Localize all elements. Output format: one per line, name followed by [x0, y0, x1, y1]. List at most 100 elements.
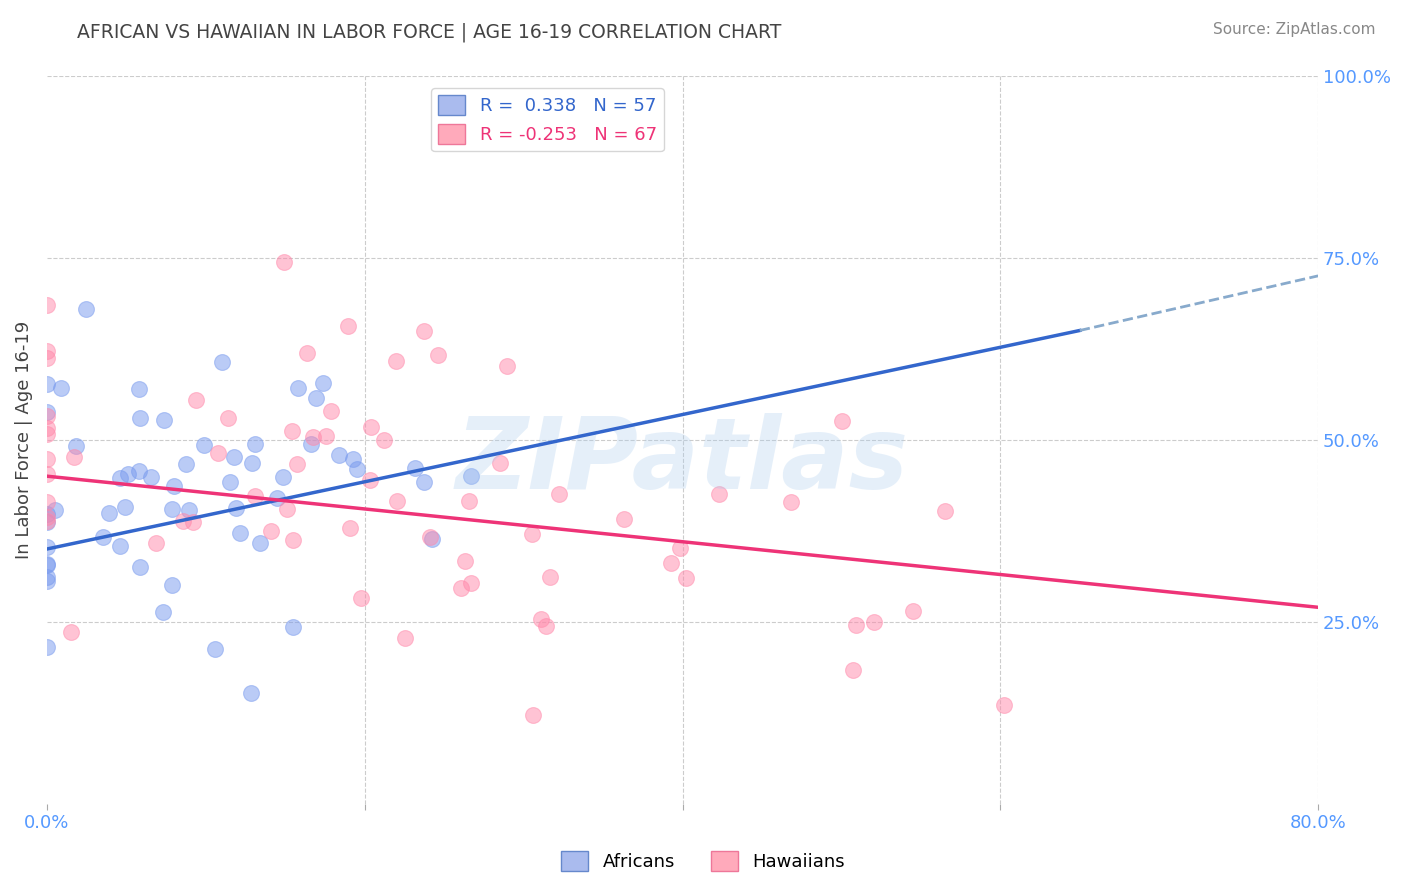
Point — [845, 617, 868, 632]
Point — [842, 663, 865, 677]
Point — [65, 439, 87, 453]
Point — [35, 298, 58, 312]
Point — [427, 348, 450, 362]
Point — [35, 515, 58, 529]
Point — [454, 554, 477, 568]
Point — [162, 502, 184, 516]
Point — [91, 530, 114, 544]
Point — [219, 475, 242, 489]
Point — [75, 302, 97, 317]
Point — [35, 514, 58, 528]
Point — [243, 436, 266, 450]
Point — [217, 410, 239, 425]
Point — [35, 344, 58, 359]
Point — [450, 581, 472, 595]
Point — [373, 433, 395, 447]
Point — [359, 473, 381, 487]
Point — [229, 526, 252, 541]
Point — [328, 448, 350, 462]
Point — [780, 494, 803, 508]
Point — [249, 535, 271, 549]
Point — [336, 319, 359, 334]
Point — [385, 494, 408, 508]
Point — [346, 462, 368, 476]
Point — [35, 351, 58, 365]
Point — [319, 404, 342, 418]
Point — [35, 640, 58, 654]
Point — [530, 612, 553, 626]
Point — [993, 698, 1015, 713]
Point — [128, 464, 150, 478]
Point — [108, 539, 131, 553]
Point — [225, 500, 247, 515]
Point — [35, 421, 58, 435]
Point — [153, 413, 176, 427]
Point — [243, 489, 266, 503]
Point — [862, 615, 884, 629]
Point — [302, 430, 325, 444]
Point — [458, 493, 481, 508]
Point — [152, 606, 174, 620]
Point — [145, 536, 167, 550]
Point — [239, 686, 262, 700]
Text: AFRICAN VS HAWAIIAN IN LABOR FORCE | AGE 16-19 CORRELATION CHART: AFRICAN VS HAWAIIAN IN LABOR FORCE | AGE… — [77, 22, 782, 42]
Point — [315, 429, 337, 443]
Point — [495, 359, 517, 373]
Point — [128, 411, 150, 425]
Point — [35, 558, 58, 573]
Point — [35, 467, 58, 481]
Point — [35, 570, 58, 584]
Point — [174, 457, 197, 471]
Point — [669, 541, 692, 555]
Point — [162, 479, 184, 493]
Point — [98, 506, 121, 520]
Point — [281, 533, 304, 548]
Point — [259, 524, 281, 539]
Point — [283, 620, 305, 634]
Point — [179, 503, 201, 517]
Point — [394, 632, 416, 646]
Point — [460, 469, 482, 483]
Point — [707, 487, 730, 501]
Point — [35, 409, 58, 423]
Point — [538, 570, 561, 584]
Point — [117, 467, 139, 481]
Point — [108, 471, 131, 485]
Point — [404, 461, 426, 475]
Point — [35, 495, 58, 509]
Point — [193, 438, 215, 452]
Text: Source: ZipAtlas.com: Source: ZipAtlas.com — [1212, 22, 1375, 37]
Point — [204, 641, 226, 656]
Point — [489, 456, 512, 470]
Point — [547, 487, 569, 501]
Point — [35, 377, 58, 392]
Point — [35, 426, 58, 441]
Point — [360, 420, 382, 434]
Point — [44, 503, 66, 517]
Y-axis label: In Labor Force | Age 16-19: In Labor Force | Age 16-19 — [15, 320, 32, 559]
Legend: Africans, Hawaiians: Africans, Hawaiians — [554, 844, 852, 879]
Point — [35, 404, 58, 418]
Point — [222, 450, 245, 464]
Point — [412, 324, 434, 338]
Point — [312, 376, 335, 390]
Point — [181, 515, 204, 529]
Point — [901, 604, 924, 618]
Point — [60, 624, 83, 639]
Point — [139, 470, 162, 484]
Point — [273, 255, 295, 269]
Point — [934, 504, 956, 518]
Point — [460, 575, 482, 590]
Point — [207, 446, 229, 460]
Point — [114, 500, 136, 514]
Point — [350, 591, 373, 606]
Point — [420, 532, 443, 546]
Point — [240, 456, 263, 470]
Point — [273, 470, 295, 484]
Point — [49, 381, 72, 395]
Point — [211, 355, 233, 369]
Point — [266, 491, 288, 505]
Point — [419, 530, 441, 544]
Point — [339, 521, 361, 535]
Point — [522, 707, 544, 722]
